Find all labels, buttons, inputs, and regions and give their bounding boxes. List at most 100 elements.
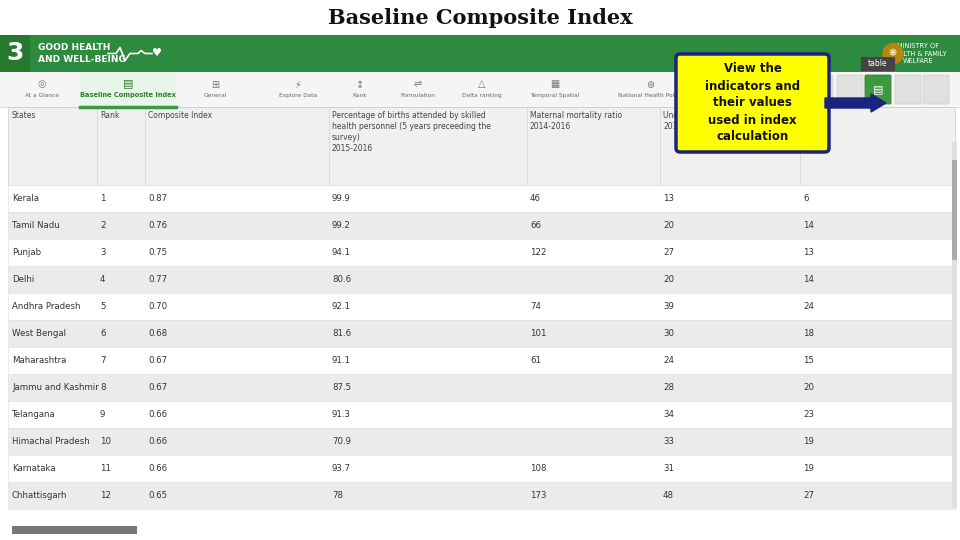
- Text: General: General: [204, 93, 227, 98]
- Text: Tamil Nadu: Tamil Nadu: [12, 221, 60, 230]
- Text: ⊛: ⊛: [646, 79, 654, 90]
- Text: 99.2: 99.2: [332, 221, 350, 230]
- Text: 20: 20: [663, 275, 674, 284]
- Text: 20: 20: [803, 383, 814, 392]
- Text: 6: 6: [803, 194, 808, 203]
- FancyBboxPatch shape: [923, 75, 949, 104]
- FancyBboxPatch shape: [676, 54, 829, 152]
- Text: Andhra Pradesh: Andhra Pradesh: [12, 302, 81, 311]
- FancyBboxPatch shape: [861, 57, 895, 71]
- Text: 4: 4: [100, 275, 106, 284]
- Text: 91.3: 91.3: [332, 410, 351, 419]
- Text: 13: 13: [663, 194, 674, 203]
- Text: 27: 27: [663, 248, 674, 257]
- Text: Rank: Rank: [100, 111, 119, 120]
- Text: 2: 2: [100, 221, 106, 230]
- Text: 122: 122: [530, 248, 546, 257]
- Text: ↕: ↕: [356, 79, 364, 90]
- Text: 0.87: 0.87: [148, 194, 167, 203]
- FancyBboxPatch shape: [8, 293, 955, 320]
- FancyBboxPatch shape: [865, 75, 891, 104]
- FancyBboxPatch shape: [8, 482, 955, 509]
- Text: 20: 20: [663, 221, 674, 230]
- Text: 11: 11: [100, 464, 111, 473]
- Text: 0.66: 0.66: [148, 437, 167, 446]
- Text: Maternal mortality ratio
2014-2016: Maternal mortality ratio 2014-2016: [530, 111, 622, 131]
- Text: 6: 6: [100, 329, 106, 338]
- Text: ▤: ▤: [873, 84, 883, 94]
- Text: Under-five mortality rate
2015: Under-five mortality rate 2015: [663, 111, 758, 131]
- FancyBboxPatch shape: [8, 347, 955, 374]
- FancyBboxPatch shape: [8, 455, 955, 482]
- Text: 70.9: 70.9: [332, 437, 351, 446]
- Text: 7: 7: [100, 356, 106, 365]
- FancyArrow shape: [825, 94, 886, 112]
- Text: 34: 34: [663, 410, 674, 419]
- Text: Neo
2015: Neo 2015: [803, 111, 823, 131]
- Text: West Bengal: West Bengal: [12, 329, 66, 338]
- Text: 1: 1: [100, 194, 106, 203]
- Text: 93.7: 93.7: [332, 464, 351, 473]
- Text: 101: 101: [530, 329, 546, 338]
- FancyBboxPatch shape: [837, 75, 863, 104]
- Text: 0.75: 0.75: [148, 248, 167, 257]
- Text: 108: 108: [530, 464, 546, 473]
- Text: Composite Index: Composite Index: [148, 111, 212, 120]
- Text: ❋: ❋: [889, 49, 897, 58]
- FancyBboxPatch shape: [8, 212, 955, 239]
- Text: 81.6: 81.6: [332, 329, 351, 338]
- FancyBboxPatch shape: [952, 142, 957, 508]
- Text: 0.70: 0.70: [148, 302, 167, 311]
- Text: 10: 10: [100, 437, 111, 446]
- FancyBboxPatch shape: [8, 374, 955, 401]
- Text: ⚡: ⚡: [295, 79, 301, 90]
- Text: 74: 74: [530, 302, 541, 311]
- FancyBboxPatch shape: [0, 35, 30, 72]
- Text: Delhi: Delhi: [12, 275, 35, 284]
- Text: 0.66: 0.66: [148, 410, 167, 419]
- Text: Maharashtra: Maharashtra: [12, 356, 66, 365]
- FancyBboxPatch shape: [8, 185, 955, 212]
- Text: Temporal Spatial: Temporal Spatial: [531, 93, 580, 98]
- FancyBboxPatch shape: [865, 75, 891, 104]
- Text: table: table: [868, 59, 888, 69]
- Text: △: △: [478, 79, 486, 90]
- Text: 66: 66: [530, 221, 541, 230]
- Text: 39: 39: [663, 302, 674, 311]
- Text: 3: 3: [100, 248, 106, 257]
- FancyBboxPatch shape: [952, 160, 957, 260]
- Text: 18: 18: [803, 329, 814, 338]
- FancyBboxPatch shape: [0, 35, 960, 72]
- Text: 92.1: 92.1: [332, 302, 351, 311]
- Text: Chhattisgarh: Chhattisgarh: [12, 491, 67, 500]
- Text: ⇌: ⇌: [414, 79, 422, 90]
- Text: 9: 9: [100, 410, 106, 419]
- Text: Jammu and Kashmir: Jammu and Kashmir: [12, 383, 99, 392]
- Text: Punjab: Punjab: [12, 248, 41, 257]
- Text: ▤: ▤: [123, 78, 133, 89]
- Text: 87.5: 87.5: [332, 383, 351, 392]
- Text: 19: 19: [803, 464, 814, 473]
- Text: GOOD HEALTH
AND WELL-BEING: GOOD HEALTH AND WELL-BEING: [38, 43, 126, 64]
- Circle shape: [883, 44, 903, 64]
- Text: 80.6: 80.6: [332, 275, 351, 284]
- Text: 94.1: 94.1: [332, 248, 351, 257]
- Text: 24: 24: [663, 356, 674, 365]
- Text: 0.65: 0.65: [148, 491, 167, 500]
- Text: 0.67: 0.67: [148, 356, 167, 365]
- Text: ♥: ♥: [152, 49, 162, 58]
- Text: 0.76: 0.76: [148, 221, 167, 230]
- Text: 8: 8: [100, 383, 106, 392]
- Text: 5: 5: [100, 302, 106, 311]
- FancyBboxPatch shape: [8, 401, 955, 428]
- Text: Delta ranking: Delta ranking: [462, 93, 502, 98]
- Text: Kerala: Kerala: [12, 194, 39, 203]
- Text: 14: 14: [803, 221, 814, 230]
- Text: 24: 24: [803, 302, 814, 311]
- Text: 12: 12: [100, 491, 111, 500]
- Text: 48: 48: [663, 491, 674, 500]
- FancyBboxPatch shape: [8, 239, 955, 266]
- Text: Karnataka: Karnataka: [12, 464, 56, 473]
- Text: 28: 28: [663, 383, 674, 392]
- Text: 46: 46: [530, 194, 541, 203]
